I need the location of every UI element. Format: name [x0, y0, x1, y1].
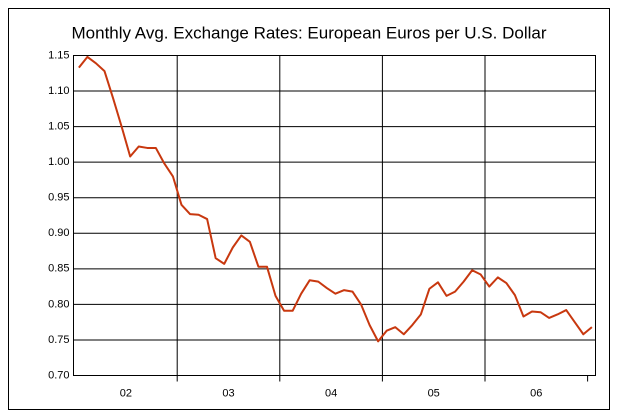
- x-tick-label: 06: [530, 387, 542, 399]
- y-tick-label: 1.00: [48, 156, 69, 168]
- y-tick-label: 0.80: [48, 298, 69, 310]
- x-tick-label: 05: [428, 387, 440, 399]
- y-tick-label: 1.10: [48, 85, 69, 97]
- chart-title: Monthly Avg. Exchange Rates: European Eu…: [72, 23, 547, 42]
- series-line: [78, 55, 593, 343]
- x-tick-label: 04: [325, 387, 337, 399]
- y-tick-label: 1.15: [48, 49, 69, 61]
- y-tick-label: 0.75: [48, 334, 69, 346]
- y-tick-label: 0.85: [48, 263, 69, 275]
- y-tick-label: 0.70: [48, 369, 69, 381]
- frame: [8, 8, 610, 410]
- y-tick-label: 0.95: [48, 192, 69, 204]
- y-tick-label: 1.05: [48, 121, 69, 133]
- x-tick-label: 03: [222, 387, 234, 399]
- x-tick-label: 02: [120, 387, 132, 399]
- y-tick-label: 0.90: [48, 227, 69, 239]
